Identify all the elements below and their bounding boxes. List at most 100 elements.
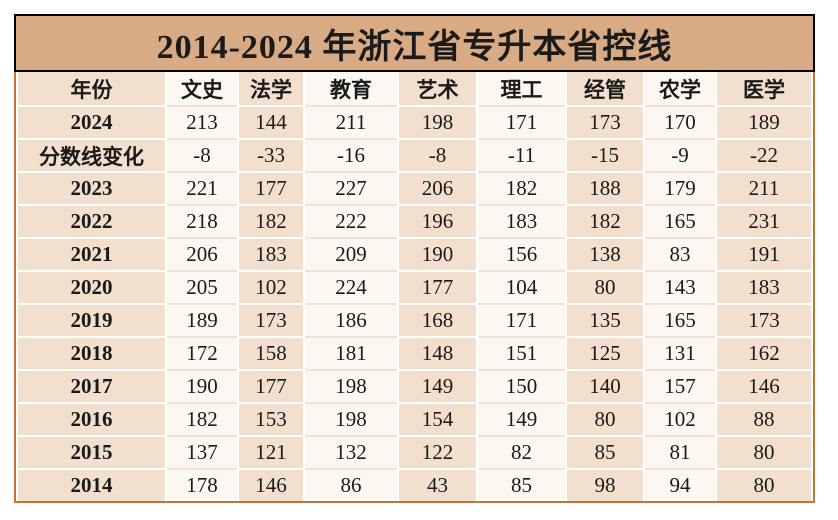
value-cell: 85 — [565, 435, 645, 468]
value-cell: 173 — [237, 303, 305, 336]
value-cell: 153 — [237, 402, 305, 435]
header-yishu: 艺术 — [397, 72, 478, 105]
year-cell: 2023 — [16, 171, 167, 204]
value-cell: -11 — [478, 138, 565, 171]
value-cell: 209 — [305, 237, 397, 270]
value-cell: 213 — [167, 105, 237, 138]
value-cell: 172 — [167, 336, 237, 369]
year-cell: 2022 — [16, 204, 167, 237]
value-cell: 150 — [478, 369, 565, 402]
year-cell: 2017 — [16, 369, 167, 402]
value-cell: 146 — [715, 369, 813, 402]
value-cell: 231 — [715, 204, 813, 237]
value-cell: 190 — [167, 369, 237, 402]
value-cell: 171 — [478, 105, 565, 138]
year-cell: 2014 — [16, 468, 167, 501]
table-row: 分数线变化 -8 -33 -16 -8 -11 -15 -9 -22 — [16, 138, 813, 171]
value-cell: 177 — [237, 369, 305, 402]
header-faxue: 法学 — [237, 72, 305, 105]
year-cell: 2016 — [16, 402, 167, 435]
value-cell: 191 — [715, 237, 813, 270]
value-cell: 131 — [645, 336, 715, 369]
value-cell: 135 — [565, 303, 645, 336]
value-cell: 86 — [305, 468, 397, 501]
value-cell: 125 — [565, 336, 645, 369]
table-row: 2015 137 121 132 122 82 85 81 80 — [16, 435, 813, 468]
year-cell: 2024 — [16, 105, 167, 138]
value-cell: 170 — [645, 105, 715, 138]
table-row: 2019 189 173 186 168 171 135 165 173 — [16, 303, 813, 336]
value-cell: 182 — [565, 204, 645, 237]
value-cell: 189 — [715, 105, 813, 138]
table-title: 2014-2024 年浙江省专升本省控线 — [14, 14, 815, 72]
header-wenshi: 文史 — [167, 72, 237, 105]
table-body: 2024 213 144 211 198 171 173 170 189 分数线变化 -8 -33 -1… — [16, 105, 813, 501]
value-cell: 177 — [397, 270, 478, 303]
value-cell: -9 — [645, 138, 715, 171]
value-cell: 183 — [478, 204, 565, 237]
header-yixue: 医学 — [715, 72, 813, 105]
table-row: 2014 178 146 86 43 85 98 94 80 — [16, 468, 813, 501]
year-cell: 2020 — [16, 270, 167, 303]
value-cell: 143 — [645, 270, 715, 303]
value-cell: 190 — [397, 237, 478, 270]
value-cell: 218 — [167, 204, 237, 237]
value-cell: 85 — [478, 468, 565, 501]
value-cell: 206 — [167, 237, 237, 270]
value-cell: 83 — [645, 237, 715, 270]
value-cell: 183 — [715, 270, 813, 303]
value-cell: 149 — [478, 402, 565, 435]
value-cell: 80 — [565, 402, 645, 435]
value-cell: 222 — [305, 204, 397, 237]
value-cell: 102 — [645, 402, 715, 435]
value-cell: 157 — [645, 369, 715, 402]
table-row: 2022 218 182 222 196 183 182 165 231 — [16, 204, 813, 237]
value-cell: 198 — [305, 369, 397, 402]
header-jiaoyu: 教育 — [305, 72, 397, 105]
score-table-container: 2014-2024 年浙江省专升本省控线 年份 文史 法学 教育 — [14, 14, 815, 503]
value-cell: -8 — [167, 138, 237, 171]
value-cell: 196 — [397, 204, 478, 237]
table-row: 2024 213 144 211 198 171 173 170 189 — [16, 105, 813, 138]
table-row: 2020 205 102 224 177 104 80 143 183 — [16, 270, 813, 303]
value-cell: 140 — [565, 369, 645, 402]
value-cell: 122 — [397, 435, 478, 468]
value-cell: 80 — [715, 468, 813, 501]
value-cell: 104 — [478, 270, 565, 303]
header-nongxue: 农学 — [645, 72, 715, 105]
table-row: 2021 206 183 209 190 156 138 83 191 — [16, 237, 813, 270]
value-cell: 198 — [305, 402, 397, 435]
value-cell: 82 — [478, 435, 565, 468]
value-cell: 102 — [237, 270, 305, 303]
value-cell: 148 — [397, 336, 478, 369]
value-cell: -8 — [397, 138, 478, 171]
score-table: 年份 文史 法学 教育 艺术 理工 经管 农学 医学 2024 213 144 211… — [14, 72, 815, 503]
value-cell: 165 — [645, 204, 715, 237]
value-cell: 182 — [167, 402, 237, 435]
table-row: 2016 182 153 198 154 149 80 102 88 — [16, 402, 813, 435]
value-cell: 211 — [305, 105, 397, 138]
table-header-row: 年份 文史 法学 教育 艺术 理工 经管 农学 医学 — [16, 72, 813, 105]
value-cell: 88 — [715, 402, 813, 435]
header-year: 年份 — [16, 72, 167, 105]
value-cell: 154 — [397, 402, 478, 435]
value-cell: 181 — [305, 336, 397, 369]
value-cell: 156 — [478, 237, 565, 270]
table-row: 2017 190 177 198 149 150 140 157 146 — [16, 369, 813, 402]
year-cell: 分数线变化 — [16, 138, 167, 171]
value-cell: 168 — [397, 303, 478, 336]
value-cell: -22 — [715, 138, 813, 171]
value-cell: 137 — [167, 435, 237, 468]
value-cell: -33 — [237, 138, 305, 171]
value-cell: 188 — [565, 171, 645, 204]
value-cell: 171 — [478, 303, 565, 336]
value-cell: 173 — [715, 303, 813, 336]
value-cell: 121 — [237, 435, 305, 468]
table-row: 2023 221 177 227 206 182 188 179 211 — [16, 171, 813, 204]
table-row: 2018 172 158 181 148 151 125 131 162 — [16, 336, 813, 369]
value-cell: 162 — [715, 336, 813, 369]
value-cell: 94 — [645, 468, 715, 501]
value-cell: 205 — [167, 270, 237, 303]
value-cell: -15 — [565, 138, 645, 171]
